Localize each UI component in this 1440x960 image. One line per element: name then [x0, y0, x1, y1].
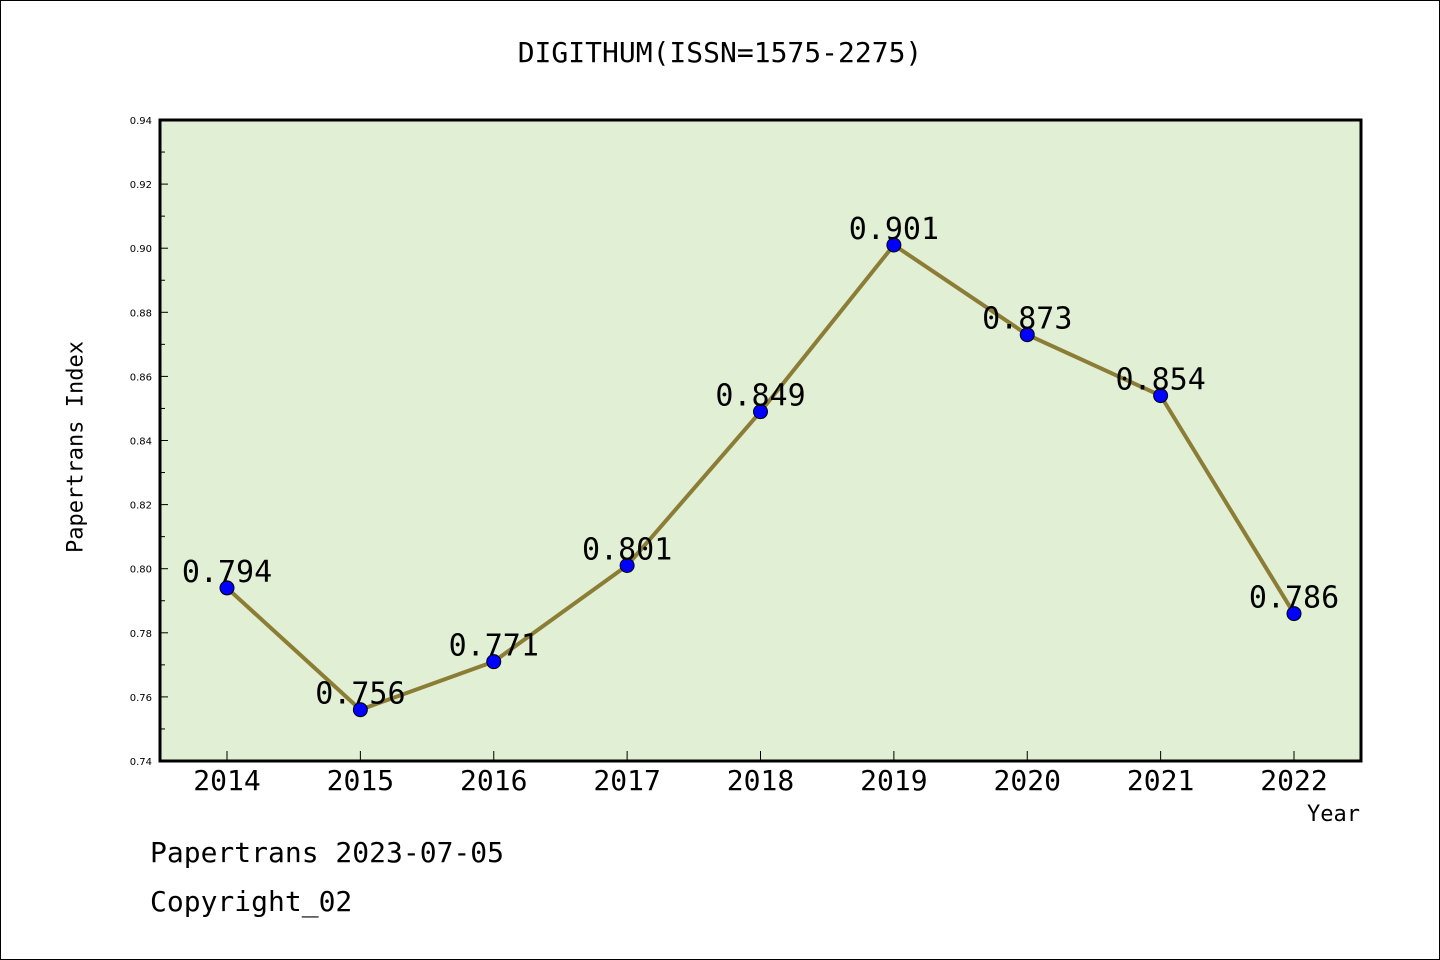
data-label: 0.794: [182, 555, 272, 590]
data-labels: 0.794 0.756 0.771 0.801 0.849 0.901 0.873 0.854…: [182, 212, 1339, 712]
data-label: 0.756: [315, 677, 405, 712]
data-point: [486, 654, 502, 670]
data-markers: [219, 237, 1302, 718]
x-axis-ticks: 2014 2015 2016 2017 2018 2019 2020 2021 2022: [193, 751, 1328, 797]
y-tick-label: 0.94: [130, 116, 152, 127]
data-point: [1019, 327, 1035, 343]
data-label: 0.849: [715, 379, 805, 414]
x-tick-label: 2018: [727, 764, 794, 797]
footer-copyright: Copyright_02: [150, 885, 353, 918]
data-point: [219, 580, 235, 596]
y-tick-label: 0.84: [130, 437, 152, 448]
y-tick-label: 0.78: [130, 629, 152, 640]
data-label: 0.901: [849, 212, 939, 247]
data-point: [619, 557, 635, 573]
y-tick-label: 0.88: [130, 308, 152, 319]
data-label: 0.771: [449, 629, 539, 664]
y-tick-label: 0.92: [130, 180, 152, 191]
data-point: [1286, 606, 1302, 622]
x-tick-label: 2022: [1260, 764, 1327, 797]
x-tick-label: 2015: [327, 764, 394, 797]
x-axis-label: Year: [1307, 802, 1360, 827]
x-tick-label: 2016: [460, 764, 527, 797]
data-point: [886, 237, 902, 253]
data-label: 0.873: [982, 302, 1072, 337]
footer-date: Papertrans 2023-07-05: [150, 836, 505, 869]
data-point: [753, 404, 768, 420]
y-tick-label: 0.90: [130, 244, 152, 255]
y-axis-label: Papertrans Index: [63, 341, 89, 553]
y-tick-label: 0.82: [130, 501, 152, 512]
y-tick-label: 0.80: [130, 565, 152, 576]
data-point: [352, 702, 368, 718]
y-tick-label: 0.76: [130, 693, 152, 704]
data-label: 0.801: [582, 532, 672, 567]
x-tick-label: 2014: [193, 764, 260, 797]
y-axis-ticks: 0.74 0.76 0.78 0.80 0.82 0.84 0.86 0.88 0.90 0.92…: [130, 116, 168, 768]
plot-area: [158, 118, 1363, 763]
y-tick-label: 0.74: [130, 757, 152, 768]
x-tick-label: 2019: [860, 764, 927, 797]
x-tick-label: 2020: [994, 764, 1061, 797]
data-point: [1153, 388, 1169, 404]
x-tick-label: 2017: [593, 764, 660, 797]
data-label: 0.786: [1249, 581, 1339, 616]
y-tick-label: 0.86: [130, 372, 152, 383]
chart-title: DIGITHUM(ISSN=1575-2275): [517, 36, 923, 69]
data-label: 0.854: [1115, 363, 1205, 398]
x-tick-label: 2021: [1127, 764, 1194, 797]
